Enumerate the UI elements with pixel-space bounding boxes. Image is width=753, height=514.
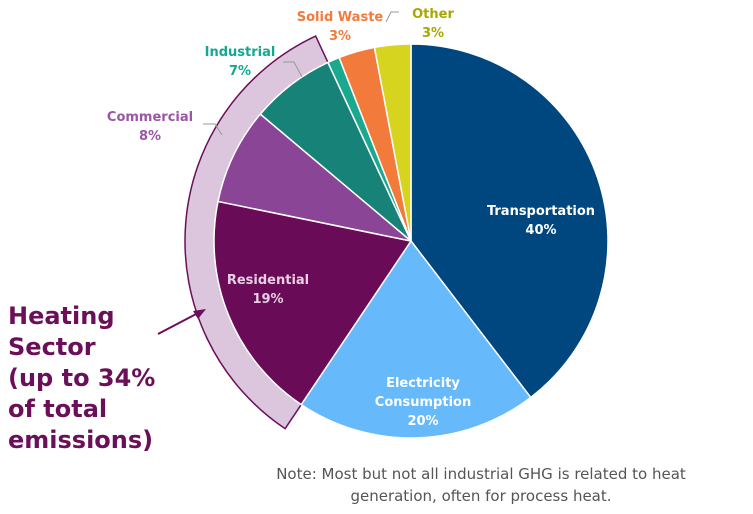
category-label: Industrial xyxy=(204,45,276,60)
pie-slice xyxy=(300,239,532,439)
pie-slice xyxy=(373,43,412,242)
note-line: Note: Most but not all industrial GHG is… xyxy=(276,465,686,483)
value-label: 8% xyxy=(138,129,162,144)
slice-label: Commercial 8% xyxy=(107,108,193,146)
leader-line xyxy=(203,123,223,136)
category-label: Other xyxy=(412,7,454,22)
category-label: Commercial xyxy=(106,110,194,125)
category-label: Solid Waste xyxy=(296,10,384,25)
pie-slice xyxy=(410,43,609,399)
pie-slice xyxy=(217,113,412,242)
slice-label: Industrial 7% xyxy=(205,43,276,81)
slice-label: Other 3% xyxy=(412,5,454,43)
category-label: Transportation xyxy=(486,204,596,219)
annotation-line: (up to 34% xyxy=(8,364,156,392)
pie-slice xyxy=(213,200,413,406)
arrow xyxy=(157,309,206,335)
leader-line xyxy=(385,11,399,23)
annotation-line: of total xyxy=(8,395,108,423)
annotation-line: Heating xyxy=(8,302,115,330)
value-label: 3% xyxy=(421,26,445,41)
category-label: Electricity Consumption xyxy=(374,376,472,410)
value-label: 3% xyxy=(328,29,352,44)
slice-label: Solid Waste 3% xyxy=(297,8,383,46)
value-label: 40% xyxy=(525,223,557,238)
note-line: generation, often for process heat. xyxy=(350,487,612,505)
slice-label: Electricity Consumption 20% xyxy=(368,374,478,431)
annotation-line: Sector xyxy=(8,333,96,361)
value-label: 19% xyxy=(252,292,284,307)
arrow-shaft xyxy=(157,311,201,335)
category-label: Residential xyxy=(226,273,310,288)
annotation: Heating Sector (up to 34% of total emissions… xyxy=(8,301,155,456)
leader-lines xyxy=(203,11,399,136)
arrow-head xyxy=(193,309,206,319)
slice-label: Transportation 40% xyxy=(487,202,595,240)
annotation-line: emissions) xyxy=(8,426,154,454)
slices xyxy=(213,43,609,439)
note: Note: Most but not all industrial GHG is… xyxy=(214,463,748,507)
leader-line xyxy=(283,61,303,78)
value-label: 20% xyxy=(407,414,439,429)
slice-label: Residential 19% xyxy=(227,271,309,309)
value-label: 7% xyxy=(228,64,252,79)
